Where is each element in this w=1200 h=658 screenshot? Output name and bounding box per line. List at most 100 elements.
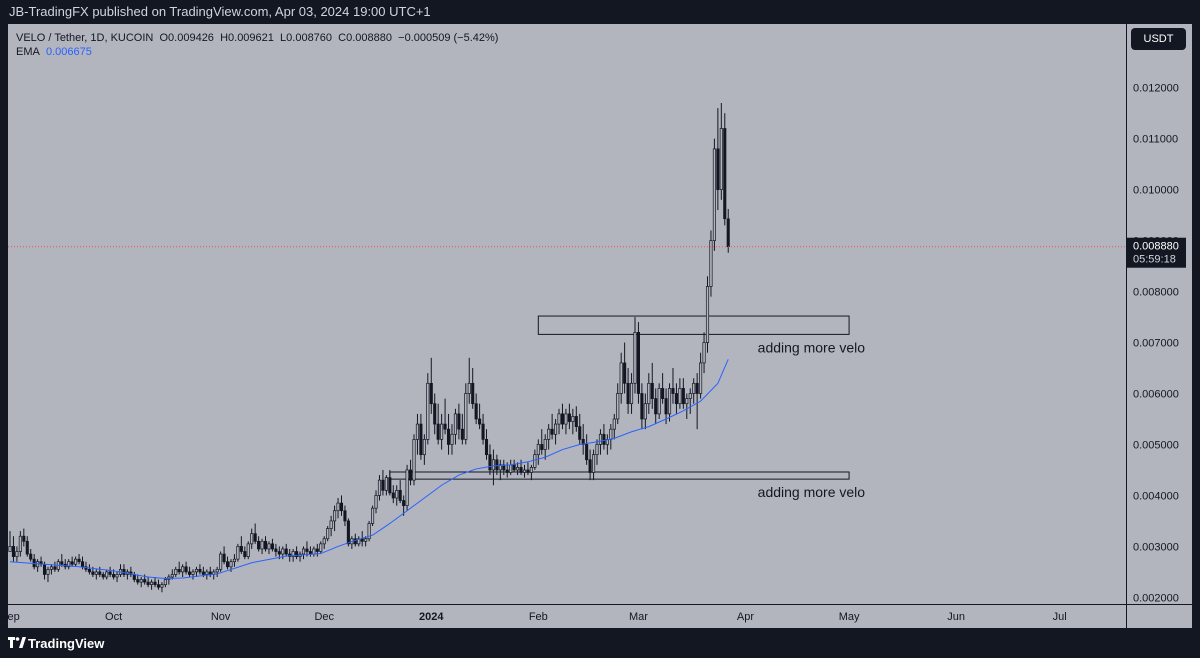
candle-body [163,579,167,585]
candle-body [101,574,105,578]
time-tick-label: Apr [737,611,754,623]
candle-body [612,418,616,430]
candle-body [208,571,212,575]
candle-body [15,551,19,557]
candle-body [699,362,703,394]
time-tick-label: Jul [1053,611,1067,623]
candle-body [222,553,226,563]
currency-button[interactable]: USDT [1131,28,1186,50]
candle-body [626,382,630,405]
ema-value: 0.006675 [45,46,92,58]
candle-body [277,551,281,555]
candle-body [647,382,651,405]
candle-body [60,561,64,565]
candle-body [80,561,85,568]
candle-body [595,444,599,456]
candle-body [336,502,340,512]
candle-body [671,388,675,394]
candle-body [181,566,185,573]
candle-body [564,413,568,425]
candle-body [260,540,264,550]
candle-body [25,540,29,555]
candle-body [415,423,420,440]
last-price-value: 0.008880 [1133,241,1179,253]
price-tick-label: 0.004000 [1133,490,1179,502]
candle-body [419,423,423,456]
low-label: L [280,32,287,44]
candle-body [364,538,368,542]
candle-body [77,558,81,563]
time-tick-label: Dec [314,611,334,623]
candle-body [232,558,236,563]
publisher-text: JB-TradingFX published on TradingView.co… [9,4,431,19]
time-tick-label: Jun [947,611,965,623]
candle-body [529,467,533,473]
candle-body [384,477,388,491]
candle-body [205,571,209,575]
candle-body [664,398,668,415]
candle-body [695,382,699,394]
candle-body [443,423,447,430]
candle-body [315,548,319,552]
candle-body [253,533,257,542]
candle-body [367,523,371,540]
candle-body [650,382,654,399]
candle-body [339,502,344,512]
candle-body [536,444,540,456]
candle-body [215,568,219,573]
candle-body [433,403,437,425]
candle-body [657,388,661,415]
zone-label-2: adding more velo [758,484,866,500]
candles-group [8,102,730,593]
candle-body [267,543,271,550]
support-zone-1 [537,315,850,335]
candle-body [519,467,523,473]
candle-body [150,581,154,585]
candle-body [246,543,250,557]
candle-body [391,492,395,499]
price-tick-label: 0.011000 [1133,134,1178,146]
candle-body [629,382,634,405]
candle-body [522,469,527,473]
candle-body [156,584,161,588]
candle-body [402,500,406,506]
change-value: −0.000509 (−5.42%) [398,32,499,44]
candle-body [184,566,188,573]
time-tick-label: Mar [629,611,648,623]
candle-body [70,561,74,565]
publisher-bar: JB-TradingFX published on TradingView.co… [0,0,1200,24]
symbol-label[interactable]: VELO / Tether, 1D, KUCOIN [16,32,154,44]
candle-body [623,362,627,384]
candle-body [153,581,157,585]
ema-label[interactable]: EMA [16,46,40,58]
candle-body [74,558,78,565]
candle-body [381,479,385,491]
footer-brand: TradingView [28,636,105,651]
candle-body [343,510,347,522]
candle-body [312,548,316,555]
tradingview-logo-icon [8,637,26,648]
candle-body [405,469,409,506]
candle-body [229,561,233,568]
candle-body [512,464,516,471]
candle-body [129,571,133,575]
candle-body [602,433,606,445]
candle-body [29,553,33,560]
candle-body [702,342,706,364]
candle-body [557,413,561,425]
candle-body [91,571,95,575]
price-tick-label: 0.008000 [1133,287,1179,299]
candle-body [87,568,91,573]
candle-body [49,566,53,570]
candle-body [491,459,495,471]
candle-body [636,331,640,394]
chart-legend: VELO / Tether, 1D, KUCOIN O0.009426 H0.0… [16,31,498,59]
candle-body [326,528,330,540]
candle-body [8,546,12,552]
candle-body [239,546,243,552]
candle-body [257,540,261,550]
candle-body [295,551,299,557]
candle-body [188,571,192,575]
candle-body [250,533,254,545]
